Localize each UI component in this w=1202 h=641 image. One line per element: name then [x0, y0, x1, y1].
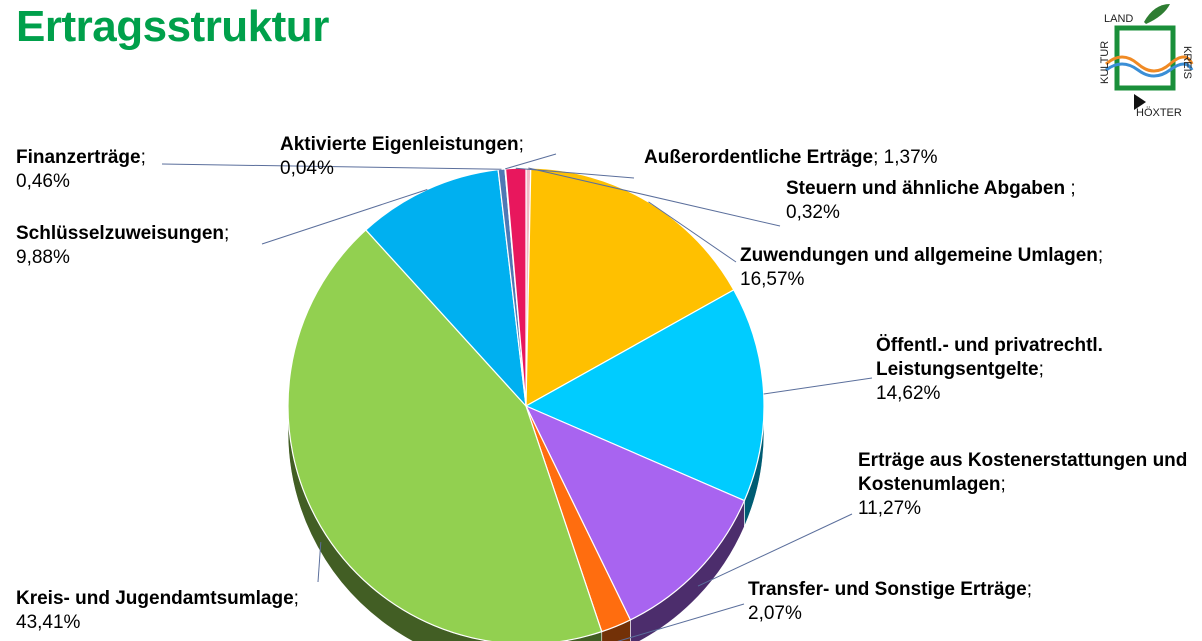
logo-wave-orange: [1105, 55, 1194, 73]
slice-value-label: 2,07%: [748, 603, 802, 624]
pie-slice-2: [524, 289, 765, 502]
slice-value-label: 1,37%: [883, 147, 938, 168]
logo-text-right: KREIS: [1181, 46, 1193, 79]
slice-name-label: Öffentl.- und privatrechtl. Leistungsent…: [876, 335, 1103, 380]
logo-text-top: LAND: [1104, 13, 1133, 25]
slice-name-label: Kreis- und Jugendamtsumlage: [16, 588, 294, 609]
leader-line-1: [648, 201, 737, 263]
slice-value-label: 16,57%: [740, 269, 805, 290]
label-steuern: Steuern und ähnliche Abgaben ; 0,32%: [786, 178, 1076, 223]
slice-value-label: 9,88%: [16, 247, 70, 268]
leader-line-7: [161, 163, 502, 170]
logo-arrow-icon: [1134, 94, 1146, 110]
label-kreisumlage: Kreis- und Jugendamtsumlage; 43,41%: [16, 588, 299, 633]
label-transfer: Transfer- und Sonstige Erträge; 2,07%: [748, 579, 1033, 624]
logo-text-bottom: HÖXTER: [1136, 107, 1182, 119]
slice-name-label: Erträge aus Kostenerstattungen und Koste…: [858, 450, 1188, 495]
pie-slice-3: [524, 404, 746, 621]
leader-line-9: [515, 167, 635, 179]
leader-line-0: [528, 167, 781, 227]
leader-line-6: [261, 189, 428, 245]
label-schluesselzuweisungen: Schlüsselzuweisungen; 9,88%: [16, 223, 230, 268]
slice-name-label: Steuern und ähnliche Abgaben: [786, 178, 1066, 199]
leader-line-8: [505, 153, 557, 170]
slice-name-label: Aktivierte Eigenleistungen: [280, 134, 519, 155]
label-finanzertraege: Finanzerträge; 0,46%: [16, 147, 146, 192]
label-zuwendungen: Zuwendungen und allgemeine Umlagen; 16,5…: [740, 245, 1104, 290]
page-title: Ertragsstruktur: [16, 2, 329, 51]
label-kostenerstattungen: Erträge aus Kostenerstattungen und Koste…: [858, 450, 1188, 519]
logo-wave-blue: [1105, 62, 1194, 78]
label-leistungsentgelte: Öffentl.- und privatrechtl. Leistungsent…: [876, 335, 1103, 404]
label-aktivierte-eigenleistungen: Aktivierte Eigenleistungen; 0,04%: [280, 134, 524, 179]
slice-value-label: 0,46%: [16, 171, 70, 192]
landkreis-logo: LAND KULTUR KREIS HÖXTER: [1099, 4, 1194, 119]
slice-name-label: Transfer- und Sonstige Erträge: [748, 579, 1027, 600]
leaf-icon: [1144, 4, 1170, 24]
pie-slice-5: [287, 229, 603, 641]
slice-name-label: Außerordentliche Erträge: [644, 147, 874, 168]
label-ausserordentliche-ertraege: Außerordentliche Erträge; 1,37%: [644, 147, 938, 168]
slice-value-label: 11,27%: [858, 498, 922, 519]
slice-name-label: Zuwendungen und allgemeine Umlagen: [740, 245, 1098, 266]
slice-value-label: 43,41%: [16, 612, 81, 633]
leader-line-2: [763, 377, 873, 395]
slice-name-label: Finanzerträge: [16, 147, 141, 168]
leader-line-3: [697, 513, 853, 587]
slice-value-label: 0,04%: [280, 158, 334, 179]
leader-line-5: [317, 542, 322, 583]
slice-value-label: 14,62%: [876, 383, 941, 404]
leader-line-4: [617, 603, 745, 641]
slice-value-label: 0,32%: [786, 202, 840, 223]
logo-text-left: KULTUR: [1099, 41, 1111, 84]
slice-name-label: Schlüsselzuweisungen: [16, 223, 224, 244]
